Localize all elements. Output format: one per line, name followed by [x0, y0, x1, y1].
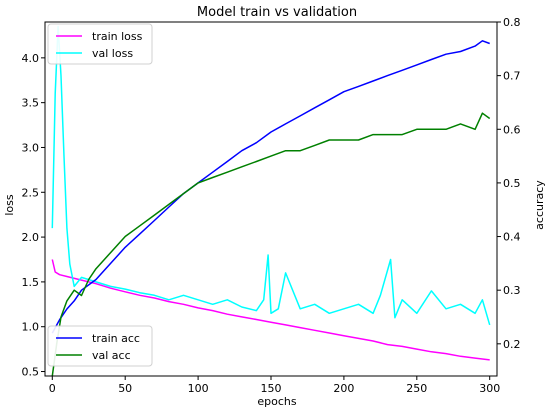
y-left-tick-label: 0.5 [22, 366, 40, 379]
series-line-val-acc [51, 112, 491, 377]
y-right-tick-label: 0.8 [503, 16, 521, 29]
x-tick-label: 250 [406, 382, 427, 395]
legend-loss-box [47, 23, 153, 65]
legend-val-acc-label: val acc [92, 349, 131, 362]
legend-loss: train loss val loss [47, 23, 153, 65]
y-right-tick-label: 0.7 [503, 70, 521, 83]
x-tick-label: 200 [333, 382, 354, 395]
series-line-train-loss [51, 259, 490, 361]
y-right-axis-label: accuracy [533, 180, 546, 230]
chart-title: Model train vs validation [197, 5, 357, 20]
y-left-tick-label: 3.5 [22, 97, 40, 110]
x-tick-label: 0 [49, 382, 56, 395]
x-tick-label: 300 [479, 382, 500, 395]
y-right-tick-label: 0.6 [503, 123, 521, 136]
series-layer [51, 25, 491, 377]
y-left-tick-label: 1.5 [22, 276, 40, 289]
x-tick-label: 150 [261, 382, 282, 395]
legend-train-acc-label: train acc [92, 332, 140, 345]
y-left-tick-label: 3.0 [22, 141, 40, 154]
y-right-tick-label: 0.3 [503, 284, 521, 297]
x-tick-label: 100 [188, 382, 209, 395]
x-tick-label: 50 [118, 382, 132, 395]
y-right-tick-label: 0.2 [503, 338, 521, 351]
y-left-tick-label: 2.0 [22, 231, 40, 244]
x-axis-label: epochs [257, 395, 296, 408]
y-left-axis-label: loss [3, 194, 16, 216]
y-right-tick-label: 0.4 [503, 231, 521, 244]
legend-train-loss-label: train loss [92, 30, 143, 43]
y-right-tick-label: 0.5 [503, 177, 521, 190]
y-left-tick-label: 2.5 [22, 186, 40, 199]
series-line-train-acc [51, 40, 490, 334]
y-left-tick-label: 1.0 [22, 321, 40, 334]
legend-val-loss-label: val loss [92, 47, 133, 60]
series-line-val-loss [51, 25, 491, 326]
axes-layer: 0 50 100 150 200 250 300 0.5 1.0 1.5 2.0 2.5 3.0 3.5 4… [22, 16, 521, 395]
y-left-tick-label: 4.0 [22, 52, 40, 65]
legend-acc-box [47, 325, 153, 367]
legend-acc: train acc val acc [47, 325, 153, 367]
